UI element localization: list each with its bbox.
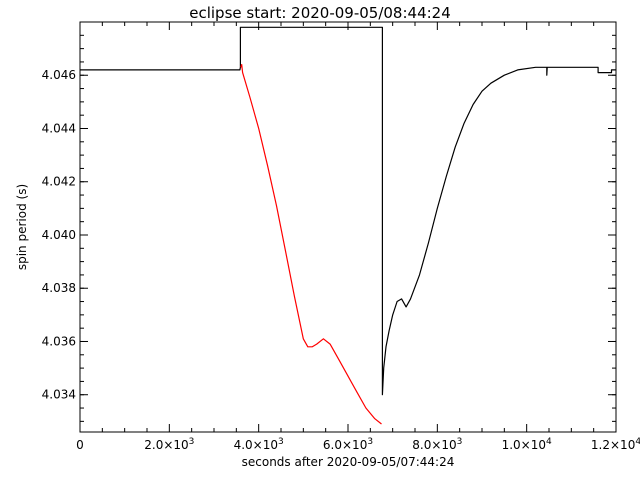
x-tick-label: 6.0×103 xyxy=(323,437,373,452)
y-tick-label: 4.034 xyxy=(42,388,76,402)
y-tick-label: 4.046 xyxy=(42,68,76,82)
x-tick-label: 0 xyxy=(76,438,84,452)
x-axis: 0 2.0×103 4.0×103 6.0×103 8.0×103 1.0×104 1.2×… xyxy=(76,22,640,452)
y-tick-label: 4.040 xyxy=(42,228,76,242)
x-tick-label: 1.0×104 xyxy=(502,437,552,452)
y-tick-label: 4.044 xyxy=(42,121,76,135)
x-tick-label: 4.0×103 xyxy=(234,437,284,452)
y-axis: 4.034 4.036 4.038 4.040 4.042 4.044 4.046 xyxy=(42,21,616,422)
series-line-1 xyxy=(240,63,382,425)
y-axis-label: spin period (s) xyxy=(15,184,29,270)
data-series xyxy=(80,26,616,425)
chart-title: eclipse start: 2020-09-05/08:44:24 xyxy=(189,4,451,22)
plot-frame xyxy=(79,21,617,433)
y-tick-label: 4.042 xyxy=(42,175,76,189)
series-line-0 xyxy=(80,26,616,396)
x-tick-label: 1.2×104 xyxy=(591,437,640,452)
y-tick-label: 4.036 xyxy=(42,334,76,348)
x-axis-label: seconds after 2020-09-05/07:44:24 xyxy=(242,455,455,469)
x-tick-label: 2.0×103 xyxy=(144,437,194,452)
x-tick-label: 8.0×103 xyxy=(412,437,462,452)
y-tick-label: 4.038 xyxy=(42,281,76,295)
plot-area xyxy=(79,21,617,433)
